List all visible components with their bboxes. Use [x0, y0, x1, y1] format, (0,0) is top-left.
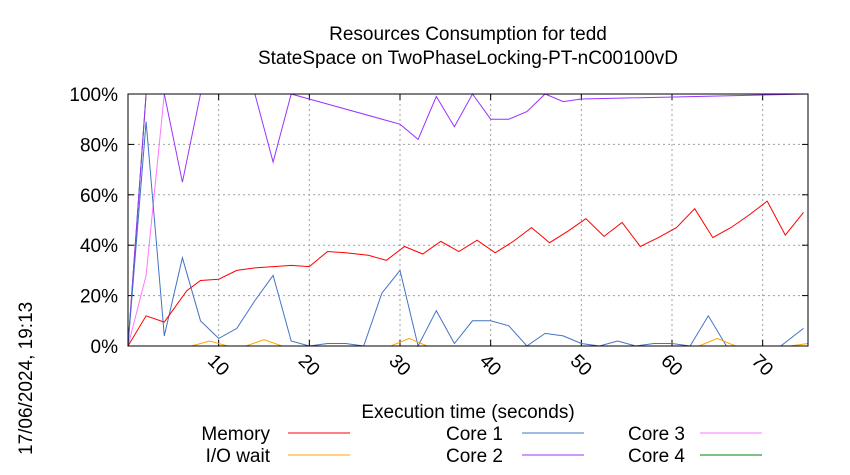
x-tick-label: 70	[747, 351, 777, 381]
x-tick-label: 50	[566, 351, 596, 381]
series-line-core-4	[127, 93, 808, 347]
timestamp-label: 17/06/2024, 19:13	[16, 302, 37, 455]
x-tick-label: 20	[294, 351, 324, 381]
x-tick-label: 40	[475, 351, 505, 381]
y-tick-label: 80%	[80, 135, 118, 156]
legend-label-memory: Memory	[201, 424, 270, 445]
legend-label-core-1: Core 1	[446, 424, 503, 445]
series-lines	[127, 93, 809, 348]
chart-title: Resources Consumption for tedd	[329, 24, 607, 45]
x-tick-label: 30	[384, 351, 414, 381]
legend-label-core-2: Core 2	[446, 446, 503, 467]
y-axis-ticks: 0% 20% 40% 60% 80% 100%	[69, 85, 808, 358]
series-line-core-1	[127, 121, 804, 348]
series-line-core-3	[127, 93, 808, 347]
y-tick-label: 40%	[80, 236, 118, 257]
legend-label-core-4: Core 4	[628, 446, 685, 467]
x-axis-ticks: 10 20 30 40 50 60 70	[203, 94, 777, 380]
x-axis-label: Execution time (seconds)	[361, 402, 574, 423]
chart-subtitle: StateSpace on TwoPhaseLocking-PT-nC00100…	[258, 48, 678, 69]
grid-lines	[128, 94, 808, 346]
plot-frame	[127, 93, 809, 347]
y-tick-label: 60%	[80, 186, 118, 207]
series-line-memory	[127, 200, 804, 347]
y-tick-label: 0%	[91, 337, 119, 358]
legend-label-i-o-wait: I/O wait	[206, 446, 271, 467]
series-line-i-o-wait	[128, 337, 809, 347]
legend-label-core-3: Core 3	[628, 424, 685, 445]
series-line-core-2	[127, 93, 809, 347]
y-tick-label: 100%	[69, 85, 118, 106]
x-tick-label: 10	[203, 351, 233, 381]
x-tick-label: 60	[656, 351, 686, 381]
y-tick-label: 20%	[80, 287, 118, 308]
